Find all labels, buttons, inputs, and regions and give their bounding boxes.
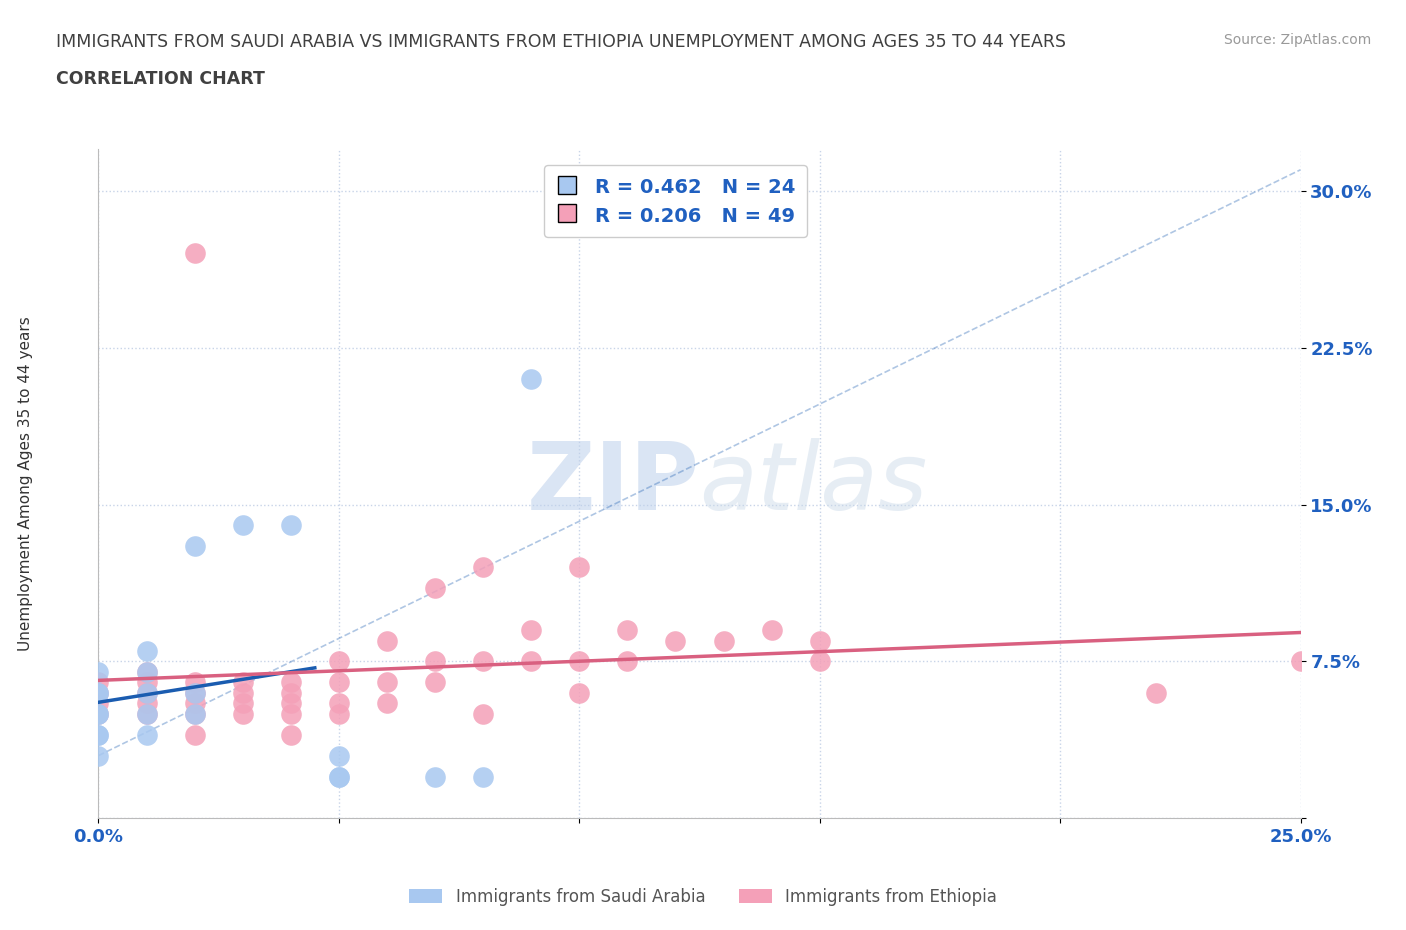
- Point: [472, 707, 495, 722]
- Point: [568, 560, 591, 575]
- Text: Source: ZipAtlas.com: Source: ZipAtlas.com: [1223, 33, 1371, 46]
- Point: [808, 654, 831, 669]
- Legend: Immigrants from Saudi Arabia, Immigrants from Ethiopia: Immigrants from Saudi Arabia, Immigrants…: [402, 881, 1004, 912]
- Point: [568, 685, 591, 700]
- Point: [87, 664, 110, 679]
- Point: [1144, 685, 1167, 700]
- Point: [87, 727, 110, 742]
- Point: [423, 654, 446, 669]
- Point: [280, 675, 302, 690]
- Point: [183, 685, 205, 700]
- Point: [520, 654, 543, 669]
- Point: [328, 654, 350, 669]
- Point: [232, 707, 254, 722]
- Point: [135, 685, 157, 700]
- Point: [183, 539, 205, 554]
- Point: [135, 707, 157, 722]
- Point: [135, 644, 157, 658]
- Point: [328, 696, 350, 711]
- Point: [616, 654, 638, 669]
- Point: [472, 560, 495, 575]
- Point: [87, 727, 110, 742]
- Point: [135, 727, 157, 742]
- Point: [87, 685, 110, 700]
- Point: [568, 654, 591, 669]
- Point: [280, 707, 302, 722]
- Point: [616, 623, 638, 638]
- Point: [808, 633, 831, 648]
- Point: [280, 696, 302, 711]
- Point: [87, 707, 110, 722]
- Point: [232, 518, 254, 533]
- Point: [135, 675, 157, 690]
- Point: [183, 685, 205, 700]
- Text: Unemployment Among Ages 35 to 44 years: Unemployment Among Ages 35 to 44 years: [18, 316, 32, 651]
- Point: [183, 707, 205, 722]
- Point: [423, 769, 446, 784]
- Point: [375, 675, 398, 690]
- Point: [87, 748, 110, 763]
- Point: [328, 675, 350, 690]
- Point: [232, 696, 254, 711]
- Point: [183, 246, 205, 261]
- Point: [472, 654, 495, 669]
- Point: [135, 707, 157, 722]
- Text: IMMIGRANTS FROM SAUDI ARABIA VS IMMIGRANTS FROM ETHIOPIA UNEMPLOYMENT AMONG AGES: IMMIGRANTS FROM SAUDI ARABIA VS IMMIGRAN…: [56, 33, 1066, 50]
- Point: [135, 685, 157, 700]
- Point: [328, 769, 350, 784]
- Text: atlas: atlas: [699, 438, 928, 529]
- Point: [761, 623, 783, 638]
- Point: [280, 727, 302, 742]
- Point: [232, 675, 254, 690]
- Point: [423, 675, 446, 690]
- Point: [183, 707, 205, 722]
- Point: [87, 707, 110, 722]
- Text: ZIP: ZIP: [527, 438, 699, 529]
- Point: [280, 518, 302, 533]
- Point: [87, 696, 110, 711]
- Point: [87, 685, 110, 700]
- Point: [328, 748, 350, 763]
- Point: [183, 696, 205, 711]
- Point: [280, 685, 302, 700]
- Point: [135, 664, 157, 679]
- Point: [375, 633, 398, 648]
- Point: [328, 769, 350, 784]
- Point: [375, 696, 398, 711]
- Point: [87, 685, 110, 700]
- Point: [87, 675, 110, 690]
- Legend: R = 0.462   N = 24, R = 0.206   N = 49: R = 0.462 N = 24, R = 0.206 N = 49: [544, 166, 807, 237]
- Point: [328, 707, 350, 722]
- Point: [135, 664, 157, 679]
- Point: [472, 769, 495, 784]
- Point: [232, 685, 254, 700]
- Point: [713, 633, 735, 648]
- Point: [183, 675, 205, 690]
- Point: [664, 633, 686, 648]
- Point: [520, 623, 543, 638]
- Point: [1289, 654, 1312, 669]
- Point: [183, 727, 205, 742]
- Point: [423, 580, 446, 596]
- Point: [135, 696, 157, 711]
- Point: [87, 707, 110, 722]
- Point: [520, 372, 543, 387]
- Text: CORRELATION CHART: CORRELATION CHART: [56, 70, 266, 87]
